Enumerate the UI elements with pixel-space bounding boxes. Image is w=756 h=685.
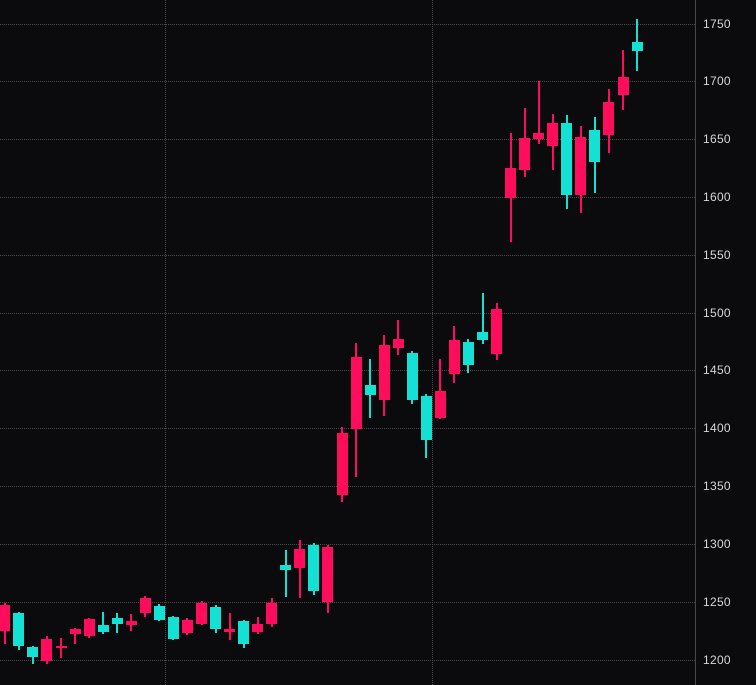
candle-wick bbox=[102, 612, 105, 635]
candle-body bbox=[336, 432, 348, 496]
candle-body bbox=[238, 621, 250, 645]
horizontal-gridline bbox=[0, 81, 695, 83]
candle-body bbox=[547, 122, 559, 147]
horizontal-gridline bbox=[0, 659, 695, 661]
plot-area[interactable] bbox=[0, 0, 696, 685]
candle-body bbox=[210, 607, 222, 630]
price-axis-label: 1300 bbox=[703, 536, 731, 551]
candle-body bbox=[420, 395, 432, 440]
candle-body bbox=[139, 598, 151, 614]
price-axis-label: 1400 bbox=[703, 421, 731, 436]
price-axis-label: 1750 bbox=[703, 16, 731, 31]
candle-body bbox=[392, 339, 404, 349]
vertical-gridline bbox=[164, 0, 166, 685]
candle-body bbox=[181, 620, 193, 633]
candle-body bbox=[125, 621, 137, 625]
candle-body bbox=[252, 623, 264, 632]
horizontal-gridline bbox=[0, 428, 695, 430]
candle-body bbox=[477, 332, 488, 341]
candle-body bbox=[167, 616, 179, 639]
horizontal-gridline bbox=[0, 196, 695, 198]
price-axis-label: 1600 bbox=[703, 189, 731, 204]
price-axis-label: 1700 bbox=[703, 74, 731, 89]
horizontal-gridline bbox=[0, 601, 695, 603]
price-axis-label: 1650 bbox=[703, 132, 731, 147]
candle-wick bbox=[481, 292, 484, 344]
candle-wick bbox=[60, 637, 62, 659]
candle-body bbox=[589, 129, 601, 163]
horizontal-gridline bbox=[0, 23, 695, 25]
candle-body bbox=[448, 340, 460, 374]
candle-body bbox=[603, 102, 615, 135]
candle-body bbox=[322, 547, 334, 602]
candle-body bbox=[224, 629, 236, 632]
candle-body bbox=[55, 645, 67, 648]
candle-body bbox=[83, 619, 95, 637]
price-axis[interactable]: 1750 1700 1650 1600 1550 1500 1450 1400 1350 1300… bbox=[696, 0, 756, 685]
candle-body bbox=[111, 617, 123, 624]
candle-body bbox=[462, 341, 474, 365]
candle-body bbox=[153, 606, 165, 621]
candle-body bbox=[13, 613, 25, 646]
candle-body bbox=[561, 122, 573, 195]
candle-body bbox=[350, 356, 362, 430]
horizontal-gridline bbox=[0, 139, 695, 141]
candle-wick bbox=[298, 540, 301, 599]
horizontal-gridline bbox=[0, 543, 695, 545]
horizontal-gridline bbox=[0, 254, 695, 256]
price-axis-label: 1500 bbox=[703, 305, 731, 320]
candle-body bbox=[308, 545, 320, 592]
candle-body bbox=[266, 602, 278, 624]
vertical-gridline bbox=[431, 0, 433, 685]
candle-body bbox=[0, 605, 11, 631]
candle-body bbox=[196, 602, 207, 624]
candle-wick bbox=[397, 319, 400, 356]
price-axis-label: 1350 bbox=[703, 479, 731, 494]
candle-body bbox=[434, 391, 446, 418]
candle-body bbox=[631, 42, 643, 52]
price-axis-label: 1450 bbox=[703, 363, 731, 378]
candle-body bbox=[364, 385, 376, 395]
candle-wick bbox=[74, 628, 77, 645]
candle-body bbox=[505, 168, 517, 199]
candle-body bbox=[294, 548, 306, 569]
candle-body bbox=[533, 133, 545, 140]
candle-wick bbox=[537, 81, 540, 144]
candle-body bbox=[27, 646, 39, 658]
candle-body bbox=[69, 629, 81, 635]
candle-body bbox=[617, 76, 629, 96]
horizontal-gridline bbox=[0, 312, 695, 314]
candle-body bbox=[575, 136, 587, 195]
candle-body bbox=[280, 564, 292, 571]
candle-body bbox=[378, 344, 390, 401]
horizontal-gridline bbox=[0, 486, 695, 488]
candle-wick bbox=[228, 613, 231, 640]
price-axis-label: 1550 bbox=[703, 247, 731, 262]
candle-wick bbox=[284, 549, 287, 598]
candle-body bbox=[41, 638, 53, 661]
candle-body bbox=[97, 624, 109, 632]
candle-body bbox=[519, 137, 531, 171]
candle-wick bbox=[439, 358, 442, 419]
price-axis-label: 1250 bbox=[703, 594, 731, 609]
price-axis-label: 1200 bbox=[703, 652, 731, 667]
horizontal-gridline bbox=[0, 370, 695, 372]
candle-body bbox=[406, 353, 418, 401]
candle-body bbox=[491, 309, 503, 355]
